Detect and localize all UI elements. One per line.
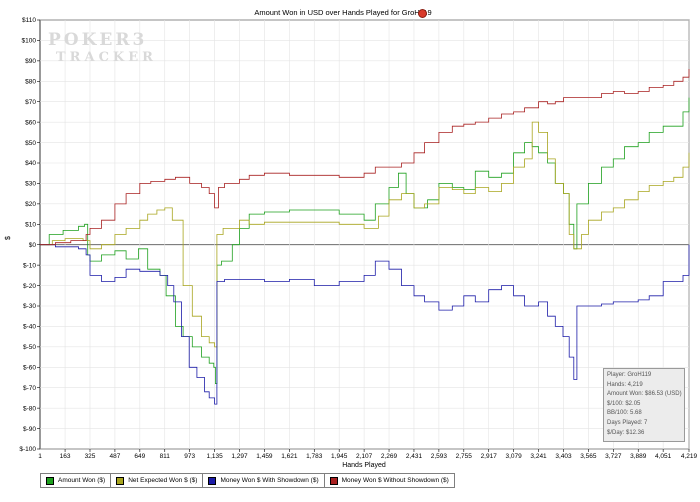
x-tick-label: 1,297 xyxy=(231,453,248,460)
stats-amount-won: Amount Won: $86.53 (USD) xyxy=(607,391,682,398)
legend-item-1: Amount Won ($) xyxy=(41,474,112,487)
legend: Amount Won ($) Net Expected Won $ ($) Mone… xyxy=(40,473,455,488)
x-tick-label-origin: 1 xyxy=(38,453,42,460)
series-line-3 xyxy=(40,244,690,405)
y-tick-label: $10 xyxy=(25,221,36,228)
y-tick-label: $-60 xyxy=(23,364,36,371)
y-tick-label: $60 xyxy=(25,119,36,126)
legend-label: Money Won $ Without Showdown ($) xyxy=(341,477,449,484)
x-tick-label: 2,755 xyxy=(456,453,473,460)
pokertracker-chip-icon xyxy=(418,9,427,18)
x-tick-label: 163 xyxy=(60,453,71,460)
legend-label: Amount Won ($) xyxy=(58,477,106,484)
y-tick-label: $50 xyxy=(25,140,36,147)
x-tick-label: 2,269 xyxy=(381,453,398,460)
watermark-line2: TRACKER xyxy=(56,50,157,65)
x-tick-label: 1,135 xyxy=(206,453,223,460)
y-tick-label: $100 xyxy=(22,38,37,45)
legend-item-4: Money Won $ Without Showdown ($) xyxy=(325,474,454,487)
y-tick-label: $-90 xyxy=(23,426,36,433)
y-tick-label: $80 xyxy=(25,78,36,85)
y-tick-label: $-80 xyxy=(23,405,36,412)
y-tick-label: $40 xyxy=(25,160,36,167)
legend-label: Money Won $ With Showdown ($) xyxy=(220,477,319,484)
gridlines xyxy=(40,19,690,450)
x-tick-label: 973 xyxy=(184,453,195,460)
x-tick-label: 3,403 xyxy=(555,453,572,460)
stats-bb-100: BB/100: 5.68 xyxy=(607,410,642,417)
y-tick-label: $-100 xyxy=(19,446,36,453)
legend-item-2: Net Expected Won $ ($) xyxy=(111,474,204,487)
legend-swatch xyxy=(46,476,54,485)
y-tick-label: $-40 xyxy=(23,324,36,331)
x-axis-ticks: 163 325 487 649 811 973 1,135 1,297 1,459 1,621 1,… xyxy=(38,449,698,460)
stats-days-played: Days Played: 7 xyxy=(607,419,648,426)
x-tick-label: 2,917 xyxy=(481,453,498,460)
x-tick-label: 3,727 xyxy=(605,453,622,460)
x-tick-label: 1,783 xyxy=(306,453,323,460)
legend-swatch xyxy=(329,476,338,485)
legend-label: Net Expected Won $ ($) xyxy=(128,477,198,484)
pokertracker-watermark: POKER3 TRACKER xyxy=(48,30,157,65)
x-tick-label: 325 xyxy=(85,453,96,460)
y-tick-label: $70 xyxy=(25,99,36,106)
x-tick-label: 3,079 xyxy=(505,453,522,460)
watermark-suffix: 3 xyxy=(132,30,148,50)
x-tick-label: 487 xyxy=(109,453,120,460)
x-tick-label: 2,431 xyxy=(406,453,423,460)
x-tick-label: 1,945 xyxy=(331,453,348,460)
y-tick-label: $-20 xyxy=(23,283,36,290)
x-axis-label: Hands Played xyxy=(342,462,386,469)
y-tick-label: $-70 xyxy=(23,385,36,392)
x-tick-label: 4,051 xyxy=(655,453,672,460)
x-tick-label: 2,107 xyxy=(356,453,373,460)
series-lines xyxy=(40,69,690,405)
legend-swatch xyxy=(116,476,125,485)
y-axis-label: $ xyxy=(5,236,12,240)
y-axis-ticks: $-100 $-90 $-80 $-70 $-60 $-50 $-40 $-30 $-20 $-1… xyxy=(19,17,40,453)
watermark-line1: POKER xyxy=(48,30,133,50)
y-tick-label: $110 xyxy=(22,17,36,24)
x-tick-label: 4,219 xyxy=(681,453,698,460)
x-tick-label: 3,565 xyxy=(580,453,597,460)
x-tick-label: 1,621 xyxy=(281,453,298,460)
y-tick-label: $0 xyxy=(29,242,37,249)
y-tick-label: $-30 xyxy=(23,303,36,310)
stats-per-100: $/100: $2.05 xyxy=(607,400,641,407)
series-line-4 xyxy=(40,69,690,246)
x-tick-label: 2,593 xyxy=(431,453,448,460)
x-tick-label: 3,889 xyxy=(630,453,647,460)
y-tick-label: $20 xyxy=(25,201,36,208)
stats-player: Player: GroH119 xyxy=(607,372,652,378)
x-tick-label: 811 xyxy=(160,453,171,460)
x-tick-label: 649 xyxy=(134,453,145,460)
y-tick-label: $-10 xyxy=(23,262,36,269)
chart-title: Amount Won in USD over Hands Played for … xyxy=(254,8,431,17)
series-line-2 xyxy=(40,121,690,348)
x-tick-label: 3,241 xyxy=(530,453,547,460)
stats-per-day: $/Day: $12.36 xyxy=(607,429,645,436)
y-tick-label: $90 xyxy=(25,58,36,65)
stats-box: Player: GroH119 Hands: 4,219 Amount Won:… xyxy=(603,368,685,442)
legend-item-3: Money Won $ With Showdown ($) xyxy=(203,474,325,487)
x-tick-label: 1,459 xyxy=(256,453,273,460)
legend-swatch xyxy=(208,476,217,485)
stats-hands: Hands: 4,219 xyxy=(607,381,643,388)
y-tick-label: $30 xyxy=(25,181,36,188)
y-tick-label: $-50 xyxy=(23,344,36,351)
